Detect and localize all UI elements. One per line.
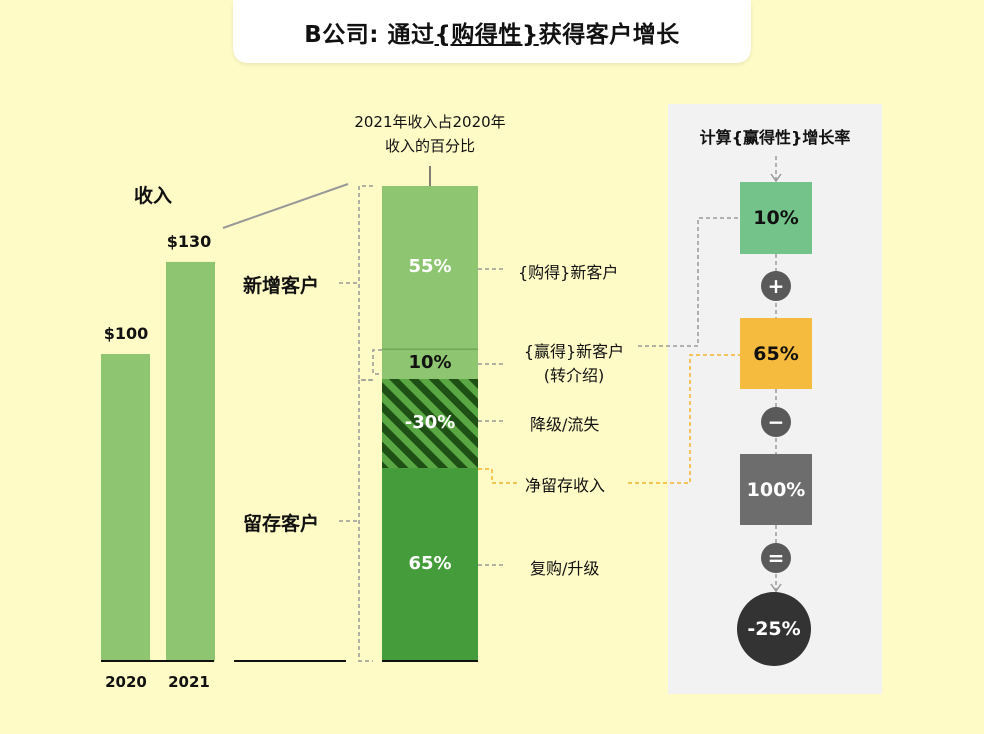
note-earned-line2: (转介绍) <box>543 366 605 385</box>
calc-result-value: -25% <box>737 592 811 666</box>
revenue-value-label-2021: $130 <box>166 231 212 251</box>
breakdown-title: 2021年收入占2020年 收入的百分比 <box>320 110 540 158</box>
calc-title: 计算{赢得性}增长率 <box>699 128 851 147</box>
callout-earned-to-calc <box>638 217 740 347</box>
revenue-bar-2021 <box>166 261 215 661</box>
page-title: B公司: 通过 {购得性} 获得客户增长 <box>233 0 751 63</box>
calc-title-arrowhead <box>770 173 782 183</box>
calc-baseline-value: 100% <box>740 454 812 525</box>
note-earned-new-customer: {赢得}新客户 (转介绍) <box>512 340 636 388</box>
calc-earned-new-value: 10% <box>740 182 812 254</box>
segment-acquired <box>382 186 478 350</box>
plus-icon: + <box>761 271 791 301</box>
new-customer-group-label: 新增客户 <box>243 275 320 297</box>
title-suffix: 获得客户增长 <box>538 21 680 48</box>
equals-icon: = <box>761 543 791 573</box>
segment-earned <box>382 349 478 379</box>
segment-label-earned: 10% <box>408 352 452 374</box>
segment-upgrade <box>382 468 478 661</box>
note-net-retention: 净留存收入 <box>525 476 606 495</box>
note-acquired-new-customer: {购得}新客户 <box>518 263 619 282</box>
title-emphasis: {购得性} <box>434 21 539 48</box>
segment-label-churn: -30% <box>404 411 456 433</box>
x-tick-2020: 2020 <box>105 673 147 691</box>
revenue-title: 收入 <box>134 185 173 207</box>
new-customer-bracket <box>358 185 373 381</box>
retained-customer-group-label: 留存客户 <box>243 513 320 535</box>
net-retention-to-calc <box>628 354 740 484</box>
segment-label-upgrade: 65% <box>408 552 452 574</box>
calc-result-arrowhead <box>770 583 782 593</box>
segment-label-acquired: 55% <box>408 255 452 277</box>
calc-net-retention-value: 65% <box>740 318 812 389</box>
breakdown-column <box>382 186 478 661</box>
earned-segment-bracket <box>372 349 382 375</box>
net-retention-callout <box>478 468 518 484</box>
zoom-connector-line <box>222 183 349 229</box>
breakdown-title-line2: 收入的百分比 <box>384 137 475 155</box>
note-earned-line1: {赢得}新客户 <box>523 342 625 361</box>
title-prefix: B公司: 通过 <box>304 21 435 48</box>
revenue-bar-2020 <box>101 354 150 661</box>
breakdown-title-line1: 2021年收入占2020年 <box>354 113 506 131</box>
revenue-value-label-2020: $100 <box>103 324 149 343</box>
retained-customer-bracket <box>358 379 373 662</box>
note-churn: 降级/流失 <box>530 415 600 434</box>
segment-churn <box>382 378 478 469</box>
note-upgrade: 复购/升级 <box>530 559 600 578</box>
minus-icon: − <box>761 407 791 437</box>
x-tick-2021: 2021 <box>168 673 210 691</box>
